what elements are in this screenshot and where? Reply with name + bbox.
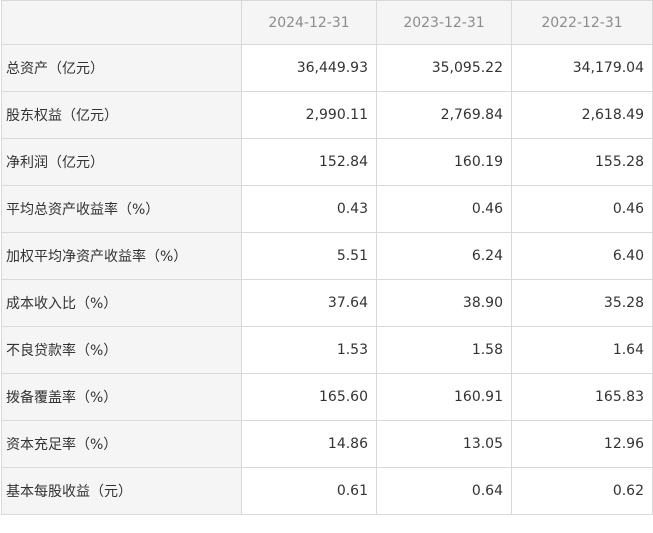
row-label: 加权平均净资产收益率（%） xyxy=(1,232,242,280)
table-row: 资本充足率（%） 14.86 13.05 12.96 xyxy=(1,420,653,468)
cell-value: 1.64 xyxy=(511,326,653,374)
cell-value: 0.61 xyxy=(241,467,377,515)
cell-value: 152.84 xyxy=(241,138,377,186)
cell-value: 160.91 xyxy=(376,373,512,421)
cell-value: 160.19 xyxy=(376,138,512,186)
row-label: 净利润（亿元） xyxy=(1,138,242,186)
cell-value: 37.64 xyxy=(241,279,377,327)
table-row: 不良贷款率（%） 1.53 1.58 1.64 xyxy=(1,326,653,374)
cell-value: 14.86 xyxy=(241,420,377,468)
cell-value: 5.51 xyxy=(241,232,377,280)
cell-value: 0.46 xyxy=(376,185,512,233)
column-header-2024: 2024-12-31 xyxy=(241,0,377,45)
row-label: 总资产（亿元） xyxy=(1,44,242,92)
cell-value: 155.28 xyxy=(511,138,653,186)
table-row: 拨备覆盖率（%） 165.60 160.91 165.83 xyxy=(1,373,653,421)
cell-value: 12.96 xyxy=(511,420,653,468)
cell-value: 6.24 xyxy=(376,232,512,280)
table-row: 平均总资产收益率（%） 0.43 0.46 0.46 xyxy=(1,185,653,233)
cell-value: 165.60 xyxy=(241,373,377,421)
header-row: 2024-12-31 2023-12-31 2022-12-31 xyxy=(1,0,653,45)
column-header-2023: 2023-12-31 xyxy=(376,0,512,45)
cell-value: 2,769.84 xyxy=(376,91,512,139)
cell-value: 6.40 xyxy=(511,232,653,280)
row-label: 基本每股收益（元） xyxy=(1,467,242,515)
row-label: 拨备覆盖率（%） xyxy=(1,373,242,421)
cell-value: 36,449.93 xyxy=(241,44,377,92)
table-row: 基本每股收益（元） 0.61 0.64 0.62 xyxy=(1,467,653,515)
header-corner-cell xyxy=(1,0,242,45)
column-header-2022: 2022-12-31 xyxy=(511,0,653,45)
cell-value: 165.83 xyxy=(511,373,653,421)
financial-indicators-table: 2024-12-31 2023-12-31 2022-12-31 总资产（亿元）… xyxy=(1,0,653,515)
cell-value: 0.46 xyxy=(511,185,653,233)
cell-value: 0.64 xyxy=(376,467,512,515)
row-label: 不良贷款率（%） xyxy=(1,326,242,374)
table-row: 成本收入比（%） 37.64 38.90 35.28 xyxy=(1,279,653,327)
row-label: 成本收入比（%） xyxy=(1,279,242,327)
cell-value: 35,095.22 xyxy=(376,44,512,92)
cell-value: 1.58 xyxy=(376,326,512,374)
cell-value: 34,179.04 xyxy=(511,44,653,92)
cell-value: 0.62 xyxy=(511,467,653,515)
cell-value: 0.43 xyxy=(241,185,377,233)
table-row: 总资产（亿元） 36,449.93 35,095.22 34,179.04 xyxy=(1,44,653,92)
row-label: 资本充足率（%） xyxy=(1,420,242,468)
cell-value: 2,990.11 xyxy=(241,91,377,139)
cell-value: 35.28 xyxy=(511,279,653,327)
cell-value: 13.05 xyxy=(376,420,512,468)
cell-value: 1.53 xyxy=(241,326,377,374)
row-label: 股东权益（亿元） xyxy=(1,91,242,139)
table-row: 加权平均净资产收益率（%） 5.51 6.24 6.40 xyxy=(1,232,653,280)
cell-value: 2,618.49 xyxy=(511,91,653,139)
cell-value: 38.90 xyxy=(376,279,512,327)
table-row: 净利润（亿元） 152.84 160.19 155.28 xyxy=(1,138,653,186)
table-row: 股东权益（亿元） 2,990.11 2,769.84 2,618.49 xyxy=(1,91,653,139)
row-label: 平均总资产收益率（%） xyxy=(1,185,242,233)
